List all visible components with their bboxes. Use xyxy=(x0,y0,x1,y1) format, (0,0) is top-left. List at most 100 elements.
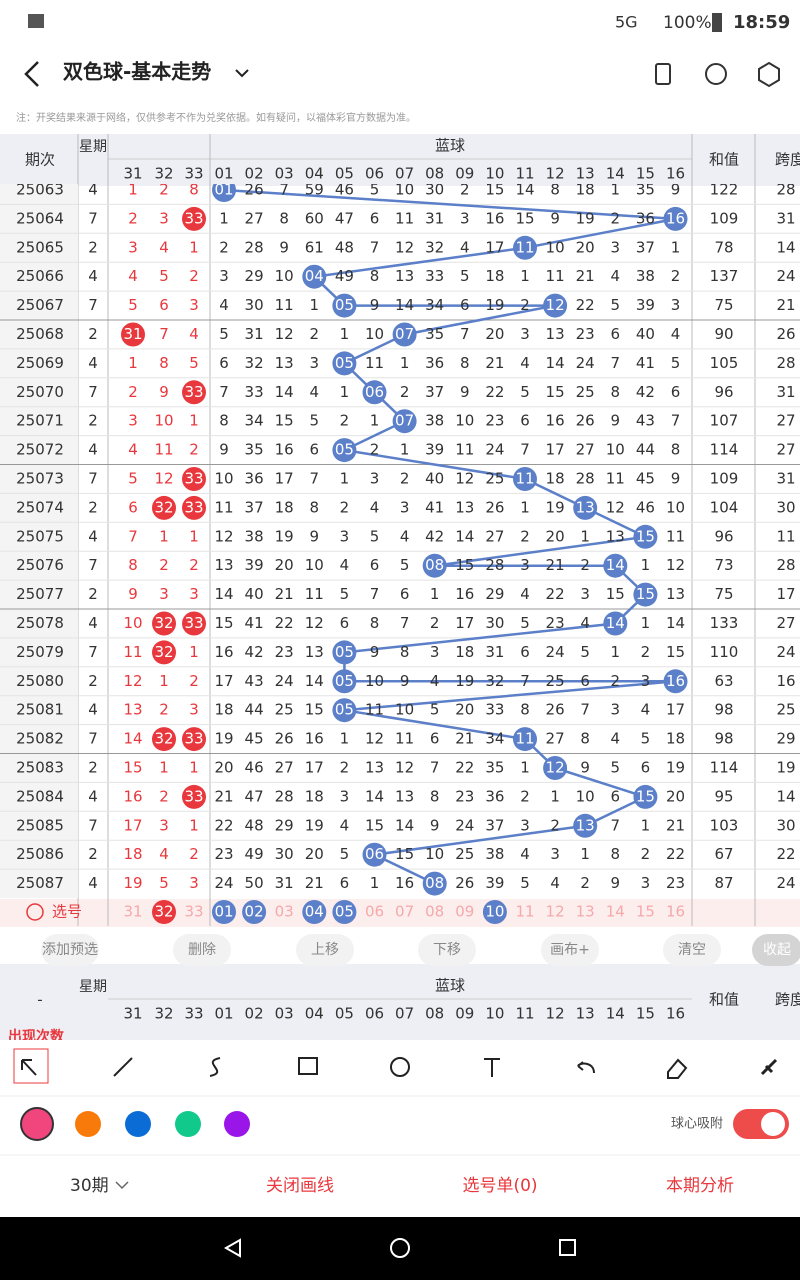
select-blue[interactable]: 12 xyxy=(546,903,565,921)
tool-rect[interactable] xyxy=(298,1057,318,1075)
sum: 103 xyxy=(710,816,739,834)
blue-ball xyxy=(603,611,628,636)
color-pink[interactable] xyxy=(20,1107,54,1141)
blue-cell: 12 xyxy=(365,730,384,748)
back-button[interactable] xyxy=(24,61,39,87)
period-select[interactable]: 30期 xyxy=(70,1176,109,1196)
tool-undo[interactable] xyxy=(577,1061,595,1074)
blue-ball xyxy=(332,438,357,463)
select-blue[interactable]: 10 xyxy=(485,903,504,921)
select-red[interactable]: 32 xyxy=(154,903,173,921)
gear-icon[interactable] xyxy=(758,61,780,88)
select-blue[interactable]: 13 xyxy=(576,903,595,921)
color-green[interactable] xyxy=(175,1111,201,1137)
select-blue[interactable]: 02 xyxy=(245,903,264,921)
nav-home[interactable] xyxy=(390,1238,410,1258)
blue-cell: 10 xyxy=(425,845,444,863)
action-button[interactable] xyxy=(663,934,721,966)
title-dropdown[interactable] xyxy=(235,69,249,78)
blue-cell: 14 xyxy=(395,816,414,834)
nav-back[interactable] xyxy=(223,1238,241,1258)
blue-cell: 19 xyxy=(455,672,474,690)
red-cell: 3 xyxy=(189,701,199,719)
blue-cell: 2 xyxy=(671,267,681,285)
sum: 114 xyxy=(710,441,739,459)
select-blue[interactable]: 09 xyxy=(455,903,474,921)
share-icon[interactable] xyxy=(705,63,727,85)
select-blue[interactable]: 05 xyxy=(335,903,354,921)
red-cell: 5 xyxy=(128,296,138,314)
action-button[interactable] xyxy=(173,934,231,966)
blue-cell: 37 xyxy=(485,816,504,834)
select-blue[interactable]: 07 xyxy=(395,903,414,921)
red-cell: 3 xyxy=(189,296,199,314)
select-blue[interactable]: 01 xyxy=(214,903,233,921)
blue-cell: 60 xyxy=(305,209,324,227)
select-blue[interactable]: 11 xyxy=(515,903,534,921)
ticket[interactable]: 选号单(0) xyxy=(462,1176,537,1196)
blue-cell: 6 xyxy=(340,874,350,892)
tool-eraser[interactable] xyxy=(667,1058,688,1079)
tool-text[interactable] xyxy=(484,1058,500,1077)
blue-cell: 32 xyxy=(485,672,504,690)
red-cell: 4 xyxy=(128,441,138,459)
tool-circle[interactable] xyxy=(390,1057,410,1077)
action-button[interactable] xyxy=(541,934,599,966)
select-blue[interactable]: 08 xyxy=(425,903,444,921)
blue-cell: 4 xyxy=(611,267,621,285)
blue-cell: 28 xyxy=(245,238,264,256)
red-ball xyxy=(182,784,206,809)
select-blue[interactable]: 15 xyxy=(636,903,655,921)
span: 26 xyxy=(776,325,795,343)
tool-line[interactable] xyxy=(113,1057,133,1077)
action-label: 删除 xyxy=(188,942,216,958)
lower-header xyxy=(0,964,800,1040)
nav-recent[interactable] xyxy=(559,1239,576,1256)
close-lines[interactable]: 关闭画线 xyxy=(266,1176,334,1196)
blue-cell: 10 xyxy=(395,701,414,719)
action-button[interactable] xyxy=(418,934,476,966)
blue-cell: 27 xyxy=(546,730,565,748)
select-red[interactable]: 31 xyxy=(123,903,142,921)
blue-ball xyxy=(302,264,327,289)
select-blue[interactable]: 03 xyxy=(275,903,294,921)
blue-cell: 8 xyxy=(550,181,560,199)
red-cell: 6 xyxy=(159,296,169,314)
span: 25 xyxy=(776,701,795,719)
select-blue[interactable]: 14 xyxy=(606,903,625,921)
blue-cell: 17 xyxy=(305,759,324,777)
span: 14 xyxy=(776,787,795,805)
select-toggle[interactable] xyxy=(26,903,44,921)
blue-cell: 05 xyxy=(335,354,354,372)
select-blue[interactable]: 04 xyxy=(305,903,324,921)
weekday: 2 xyxy=(88,585,98,603)
blue-cell: 1 xyxy=(641,614,651,632)
span: 31 xyxy=(776,383,795,401)
blue-cell: 11 xyxy=(515,470,534,488)
color-blue[interactable] xyxy=(125,1111,151,1137)
color-purple[interactable] xyxy=(224,1111,250,1137)
select-red[interactable]: 33 xyxy=(184,903,203,921)
select-blue[interactable]: 16 xyxy=(666,903,685,921)
sum: 63 xyxy=(714,672,733,690)
blue-cell: 5 xyxy=(310,412,320,430)
sum: 96 xyxy=(714,383,733,401)
tool-arrow[interactable] xyxy=(13,1048,49,1084)
blue-cell: 30 xyxy=(275,845,294,863)
action-button[interactable] xyxy=(296,934,354,966)
tool-clear[interactable] xyxy=(760,1058,778,1076)
select-blue[interactable]: 06 xyxy=(365,903,384,921)
color-orange[interactable] xyxy=(75,1111,101,1137)
action-button[interactable] xyxy=(752,934,800,966)
action-button[interactable] xyxy=(41,934,99,966)
col-number: 33 xyxy=(184,165,203,183)
tool-curve[interactable] xyxy=(209,1057,221,1077)
col-number: 07 xyxy=(395,1005,414,1023)
settings-icon[interactable] xyxy=(655,63,671,85)
analysis[interactable]: 本期分析 xyxy=(666,1176,734,1196)
page-title[interactable]: 双色球-基本走势 xyxy=(63,60,211,84)
blue-cell: 34 xyxy=(245,412,264,430)
blue-ball xyxy=(422,871,447,896)
sum: 78 xyxy=(714,238,733,256)
blue-cell: 5 xyxy=(520,614,530,632)
